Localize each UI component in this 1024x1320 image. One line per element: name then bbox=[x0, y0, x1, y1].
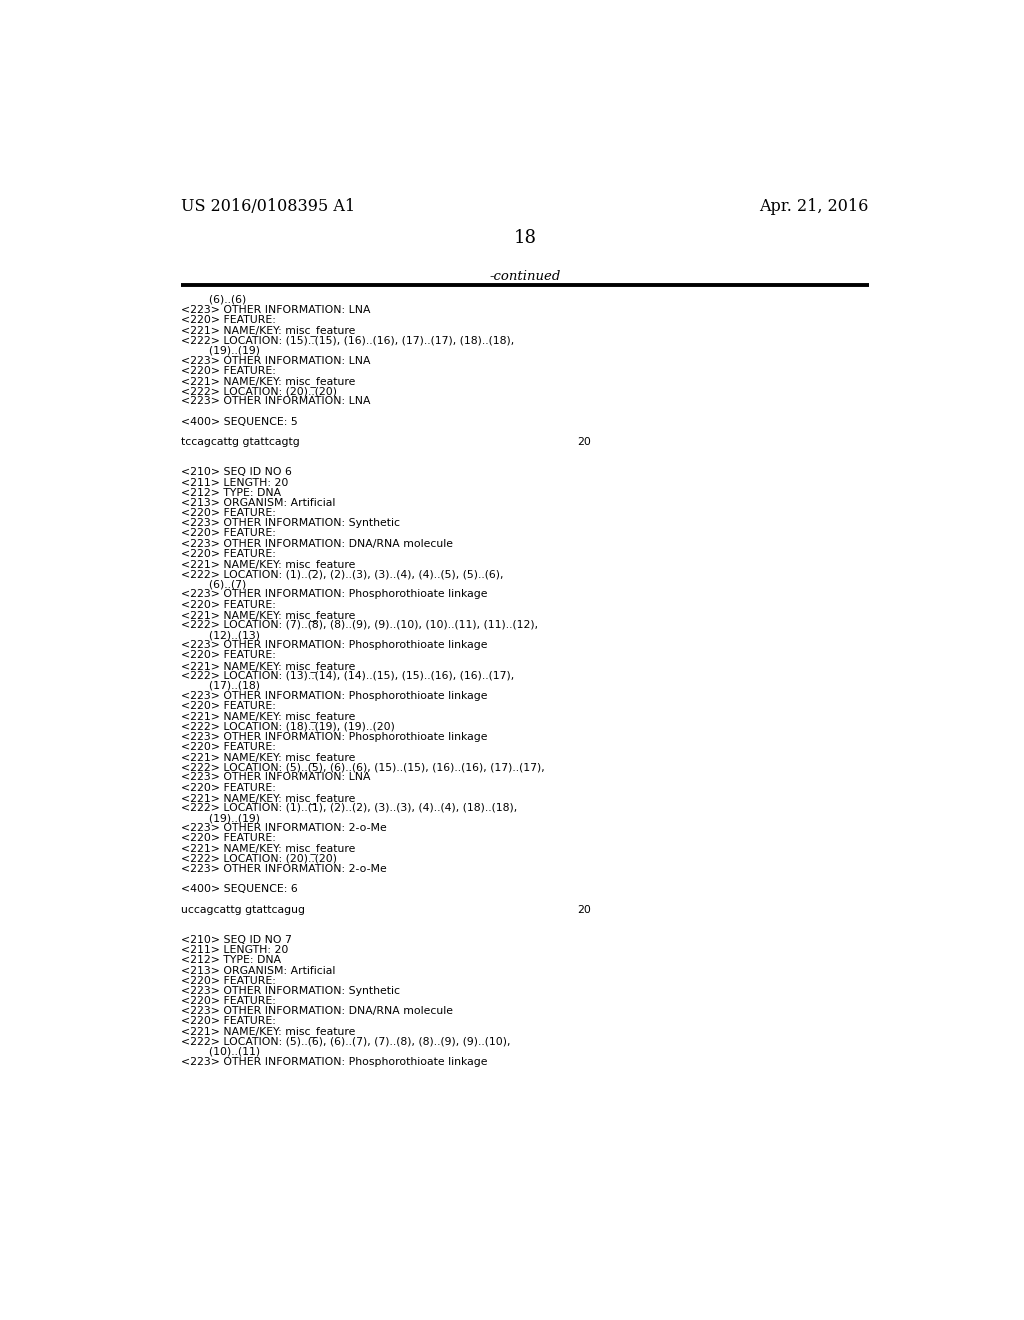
Text: <223> OTHER INFORMATION: DNA/RNA molecule: <223> OTHER INFORMATION: DNA/RNA molecul… bbox=[180, 539, 453, 549]
Text: <223> OTHER INFORMATION: Synthetic: <223> OTHER INFORMATION: Synthetic bbox=[180, 986, 399, 995]
Text: <221> NAME/KEY: misc_feature: <221> NAME/KEY: misc_feature bbox=[180, 376, 355, 387]
Text: <223> OTHER INFORMATION: LNA: <223> OTHER INFORMATION: LNA bbox=[180, 355, 371, 366]
Text: <213> ORGANISM: Artificial: <213> ORGANISM: Artificial bbox=[180, 965, 335, 975]
Text: uccagcattg gtattcagug: uccagcattg gtattcagug bbox=[180, 904, 305, 915]
Text: <222> LOCATION: (13)..(14), (14)..(15), (15)..(16), (16)..(17),: <222> LOCATION: (13)..(14), (14)..(15), … bbox=[180, 671, 514, 681]
Text: <222> LOCATION: (20)..(20): <222> LOCATION: (20)..(20) bbox=[180, 854, 337, 863]
Text: <221> NAME/KEY: misc_feature: <221> NAME/KEY: misc_feature bbox=[180, 558, 355, 570]
Text: Apr. 21, 2016: Apr. 21, 2016 bbox=[760, 198, 869, 215]
Text: <222> LOCATION: (18)..(19), (19)..(20): <222> LOCATION: (18)..(19), (19)..(20) bbox=[180, 722, 394, 731]
Text: <223> OTHER INFORMATION: 2-o-Me: <223> OTHER INFORMATION: 2-o-Me bbox=[180, 863, 386, 874]
Text: <212> TYPE: DNA: <212> TYPE: DNA bbox=[180, 488, 281, 498]
Text: <223> OTHER INFORMATION: Phosphorothioate linkage: <223> OTHER INFORMATION: Phosphorothioat… bbox=[180, 590, 487, 599]
Text: <210> SEQ ID NO 7: <210> SEQ ID NO 7 bbox=[180, 935, 292, 945]
Text: <223> OTHER INFORMATION: Phosphorothioate linkage: <223> OTHER INFORMATION: Phosphorothioat… bbox=[180, 692, 487, 701]
Text: <400> SEQUENCE: 6: <400> SEQUENCE: 6 bbox=[180, 884, 297, 894]
Text: <222> LOCATION: (15)..(15), (16)..(16), (17)..(17), (18)..(18),: <222> LOCATION: (15)..(15), (16)..(16), … bbox=[180, 335, 514, 346]
Text: <220> FEATURE:: <220> FEATURE: bbox=[180, 997, 275, 1006]
Text: <222> LOCATION: (1)..(2), (2)..(3), (3)..(4), (4)..(5), (5)..(6),: <222> LOCATION: (1)..(2), (2)..(3), (3).… bbox=[180, 569, 503, 579]
Text: <223> OTHER INFORMATION: Phosphorothioate linkage: <223> OTHER INFORMATION: Phosphorothioat… bbox=[180, 640, 487, 651]
Text: (19)..(19): (19)..(19) bbox=[180, 813, 260, 824]
Text: <220> FEATURE:: <220> FEATURE: bbox=[180, 1016, 275, 1027]
Text: US 2016/0108395 A1: US 2016/0108395 A1 bbox=[180, 198, 355, 215]
Text: <222> LOCATION: (20)..(20): <222> LOCATION: (20)..(20) bbox=[180, 387, 337, 396]
Text: <400> SEQUENCE: 5: <400> SEQUENCE: 5 bbox=[180, 417, 297, 426]
Text: <221> NAME/KEY: misc_feature: <221> NAME/KEY: misc_feature bbox=[180, 660, 355, 672]
Text: <220> FEATURE:: <220> FEATURE: bbox=[180, 833, 275, 843]
Text: <212> TYPE: DNA: <212> TYPE: DNA bbox=[180, 956, 281, 965]
Text: <213> ORGANISM: Artificial: <213> ORGANISM: Artificial bbox=[180, 498, 335, 508]
Text: <222> LOCATION: (1)..(1), (2)..(2), (3)..(3), (4)..(4), (18)..(18),: <222> LOCATION: (1)..(1), (2)..(2), (3).… bbox=[180, 803, 517, 813]
Text: <220> FEATURE:: <220> FEATURE: bbox=[180, 651, 275, 660]
Text: <220> FEATURE:: <220> FEATURE: bbox=[180, 366, 275, 376]
Text: 18: 18 bbox=[513, 230, 537, 247]
Text: (10)..(11): (10)..(11) bbox=[180, 1047, 260, 1057]
Text: <223> OTHER INFORMATION: LNA: <223> OTHER INFORMATION: LNA bbox=[180, 396, 371, 407]
Text: <220> FEATURE:: <220> FEATURE: bbox=[180, 783, 275, 792]
Text: <223> OTHER INFORMATION: Phosphorothioate linkage: <223> OTHER INFORMATION: Phosphorothioat… bbox=[180, 731, 487, 742]
Text: <220> FEATURE:: <220> FEATURE: bbox=[180, 599, 275, 610]
Text: <220> FEATURE:: <220> FEATURE: bbox=[180, 508, 275, 519]
Text: <220> FEATURE:: <220> FEATURE: bbox=[180, 975, 275, 986]
Text: 20: 20 bbox=[578, 437, 592, 447]
Text: <220> FEATURE:: <220> FEATURE: bbox=[180, 742, 275, 752]
Text: (6)..(7): (6)..(7) bbox=[180, 579, 246, 589]
Text: <223> OTHER INFORMATION: 2-o-Me: <223> OTHER INFORMATION: 2-o-Me bbox=[180, 824, 386, 833]
Text: <211> LENGTH: 20: <211> LENGTH: 20 bbox=[180, 478, 288, 487]
Text: <221> NAME/KEY: misc_feature: <221> NAME/KEY: misc_feature bbox=[180, 711, 355, 722]
Text: <211> LENGTH: 20: <211> LENGTH: 20 bbox=[180, 945, 288, 956]
Text: (12)..(13): (12)..(13) bbox=[180, 630, 260, 640]
Text: tccagcattg gtattcagtg: tccagcattg gtattcagtg bbox=[180, 437, 299, 447]
Text: (6)..(6): (6)..(6) bbox=[180, 294, 246, 305]
Text: <221> NAME/KEY: misc_feature: <221> NAME/KEY: misc_feature bbox=[180, 752, 355, 763]
Text: 20: 20 bbox=[578, 904, 592, 915]
Text: -continued: -continued bbox=[489, 271, 560, 282]
Text: <221> NAME/KEY: misc_feature: <221> NAME/KEY: misc_feature bbox=[180, 1027, 355, 1038]
Text: <223> OTHER INFORMATION: Phosphorothioate linkage: <223> OTHER INFORMATION: Phosphorothioat… bbox=[180, 1057, 487, 1067]
Text: <223> OTHER INFORMATION: DNA/RNA molecule: <223> OTHER INFORMATION: DNA/RNA molecul… bbox=[180, 1006, 453, 1016]
Text: <210> SEQ ID NO 6: <210> SEQ ID NO 6 bbox=[180, 467, 292, 478]
Text: <220> FEATURE:: <220> FEATURE: bbox=[180, 549, 275, 558]
Text: <222> LOCATION: (7)..(8), (8)..(9), (9)..(10), (10)..(11), (11)..(12),: <222> LOCATION: (7)..(8), (8)..(9), (9).… bbox=[180, 620, 538, 630]
Text: <223> OTHER INFORMATION: Synthetic: <223> OTHER INFORMATION: Synthetic bbox=[180, 519, 399, 528]
Text: <221> NAME/KEY: misc_feature: <221> NAME/KEY: misc_feature bbox=[180, 793, 355, 804]
Text: <222> LOCATION: (5)..(5), (6)..(6), (15)..(15), (16)..(16), (17)..(17),: <222> LOCATION: (5)..(5), (6)..(6), (15)… bbox=[180, 762, 545, 772]
Text: <221> NAME/KEY: misc_feature: <221> NAME/KEY: misc_feature bbox=[180, 843, 355, 854]
Text: (17)..(18): (17)..(18) bbox=[180, 681, 260, 690]
Text: <223> OTHER INFORMATION: LNA: <223> OTHER INFORMATION: LNA bbox=[180, 305, 371, 315]
Text: (19)..(19): (19)..(19) bbox=[180, 346, 260, 355]
Text: <220> FEATURE:: <220> FEATURE: bbox=[180, 701, 275, 711]
Text: <223> OTHER INFORMATION: LNA: <223> OTHER INFORMATION: LNA bbox=[180, 772, 371, 783]
Text: <222> LOCATION: (5)..(6), (6)..(7), (7)..(8), (8)..(9), (9)..(10),: <222> LOCATION: (5)..(6), (6)..(7), (7).… bbox=[180, 1036, 510, 1047]
Text: <221> NAME/KEY: misc_feature: <221> NAME/KEY: misc_feature bbox=[180, 610, 355, 620]
Text: <220> FEATURE:: <220> FEATURE: bbox=[180, 315, 275, 325]
Text: <220> FEATURE:: <220> FEATURE: bbox=[180, 528, 275, 539]
Text: <221> NAME/KEY: misc_feature: <221> NAME/KEY: misc_feature bbox=[180, 325, 355, 337]
